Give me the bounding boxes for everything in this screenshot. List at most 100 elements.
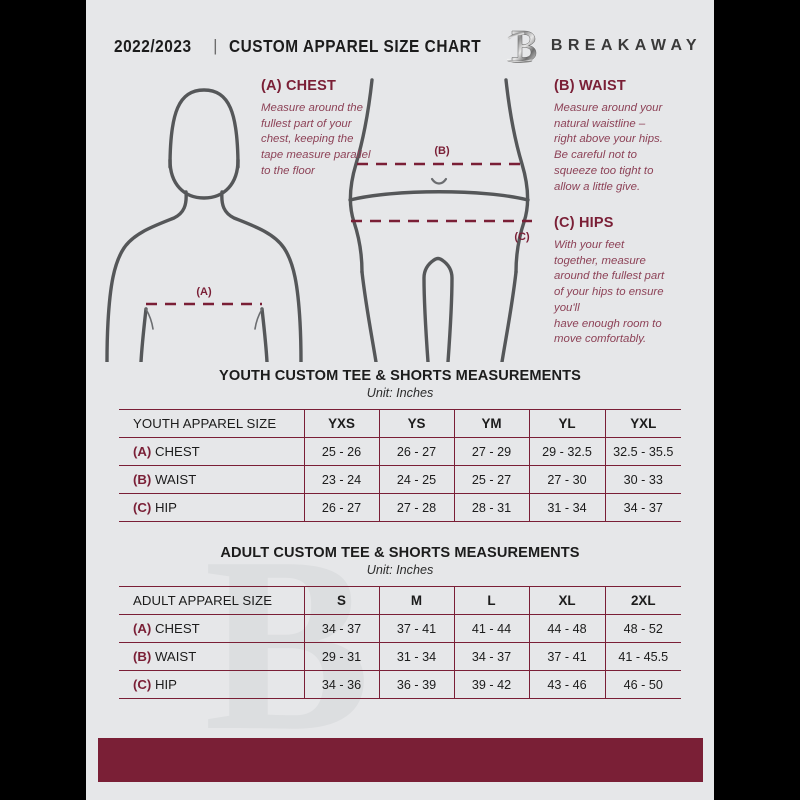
- table-row: (A) CHEST 25 - 26 26 - 27 27 - 29 29 - 32.5 3…: [119, 437, 681, 466]
- table-row: (A) CHEST 34 - 37 37 - 41 41 - 44 44 - 48 48 …: [119, 614, 681, 643]
- callout-hips-body: With your feet together, measure around …: [554, 239, 665, 346]
- measurement-illustration: (A): [86, 72, 714, 362]
- letterbox-right: [714, 0, 800, 800]
- measurement-tag: (B): [133, 649, 152, 664]
- header-title-block: 2022/2023 | CUSTOM APPAREL SIZE CHART: [114, 36, 515, 57]
- adult-table-title: ADULT CUSTOM TEE & SHORTS MEASUREMENTS: [220, 545, 580, 561]
- youth-section: YOUTH CUSTOM TEE & SHORTS MEASUREMENTS U…: [119, 368, 681, 522]
- adult-row-label-chest: (A) CHEST: [119, 614, 305, 643]
- adult-column-header-2xl: 2XL: [605, 586, 681, 615]
- measurement-tag: (C): [133, 677, 152, 692]
- table-cell: 46 - 50: [605, 670, 681, 699]
- youth-header-row: YOUTH APPAREL SIZE YXS YS YM YL YXL: [119, 409, 681, 438]
- adult-column-header-l: L: [454, 586, 530, 615]
- table-cell: 27 - 28: [379, 493, 455, 522]
- table-cell: 48 - 52: [605, 614, 681, 643]
- youth-column-header-yxs: YXS: [304, 409, 380, 438]
- table-row: (C) HIP 26 - 27 27 - 28 28 - 31 31 - 34 34 - …: [119, 493, 681, 522]
- youth-row-label-hip: (C) HIP: [119, 493, 305, 522]
- table-cell: 36 - 39: [379, 670, 455, 699]
- page-title: CUSTOM APPAREL SIZE CHART: [228, 35, 481, 56]
- measurement-tag: (C): [133, 500, 152, 515]
- page-header: 2022/2023 | CUSTOM APPAREL SIZE CHART: [86, 28, 714, 64]
- chart-sheet: B 2022/2023 | CUSTOM APPAREL SIZE CHART: [86, 0, 714, 800]
- table-cell: 39 - 42: [454, 670, 530, 699]
- adult-table-body: ADULT APPAREL SIZE S M L XL 2XL (A) CHEST 34 - …: [119, 586, 681, 699]
- table-cell: 26 - 27: [379, 437, 455, 466]
- youth-column-header-ym: YM: [454, 409, 530, 438]
- adult-section: ADULT CUSTOM TEE & SHORTS MEASUREMENTS U…: [119, 545, 681, 699]
- table-row: (B) WAIST 29 - 31 31 - 34 34 - 37 37 - 41 41 …: [119, 642, 681, 671]
- table-cell: 24 - 25: [379, 465, 455, 494]
- table-cell: 37 - 41: [529, 642, 606, 671]
- adult-header-row: ADULT APPAREL SIZE S M L XL 2XL: [119, 586, 681, 615]
- table-cell: 23 - 24: [304, 465, 380, 494]
- lower-body-silhouette: [348, 78, 530, 362]
- callout-chest: (A) CHEST Measure around the fullest par…: [261, 78, 411, 180]
- callout-chest-body: Measure around the fullest part of your …: [261, 102, 371, 177]
- adult-column-header-m: M: [379, 586, 455, 615]
- table-cell: 25 - 26: [304, 437, 380, 466]
- measurement-tag: (A): [133, 444, 152, 459]
- hips-marker-label: (C): [514, 231, 530, 243]
- armpit-crease: [145, 308, 263, 330]
- adult-size-table: ADULT APPAREL SIZE S M L XL 2XL (A) CHEST 34 - …: [119, 586, 681, 699]
- title-separator: |: [213, 36, 218, 55]
- table-cell: 25 - 27: [454, 465, 530, 494]
- adult-first-column-header: ADULT APPAREL SIZE: [119, 586, 305, 615]
- season-label: 2022/2023: [114, 35, 192, 56]
- navel-icon: [430, 177, 448, 185]
- table-cell: 34 - 36: [304, 670, 380, 699]
- table-row: (C) HIP 34 - 36 36 - 39 39 - 42 43 - 46 46 - …: [119, 670, 681, 699]
- breakaway-b-logo-icon: [506, 30, 537, 63]
- brand-block: BREAKAWAY: [506, 29, 702, 63]
- waist-marker-label: (B): [434, 145, 450, 157]
- table-cell: 31 - 34: [379, 642, 455, 671]
- table-cell: 32.5 - 35.5: [605, 437, 681, 466]
- adult-table-unit: Unit: Inches: [366, 563, 434, 577]
- youth-column-header-yl: YL: [529, 409, 606, 438]
- table-cell: 31 - 34: [529, 493, 606, 522]
- youth-table-body: YOUTH APPAREL SIZE YXS YS YM YL YXL (A) CHEST 2…: [119, 409, 681, 522]
- callout-waist-heading: (B) WAIST: [554, 78, 626, 94]
- table-cell: 34 - 37: [454, 642, 530, 671]
- callout-waist: (B) WAIST Measure around your natural wa…: [554, 78, 706, 195]
- table-row: (B) WAIST 23 - 24 24 - 25 25 - 27 27 - 30 30 …: [119, 465, 681, 494]
- table-cell: 29 - 32.5: [529, 437, 606, 466]
- table-cell: 37 - 41: [379, 614, 455, 643]
- callout-waist-body: Measure around your natural waistline – …: [554, 102, 663, 193]
- chest-marker-label: (A): [196, 286, 212, 298]
- youth-row-label-chest: (A) CHEST: [119, 437, 305, 466]
- adult-column-header-xl: XL: [529, 586, 606, 615]
- youth-table-title: YOUTH CUSTOM TEE & SHORTS MEASUREMENTS: [219, 368, 581, 384]
- brand-name: BREAKAWAY: [550, 37, 702, 54]
- table-cell: 28 - 31: [454, 493, 530, 522]
- callout-hips-heading: (C) HIPS: [554, 215, 614, 231]
- table-cell: 43 - 46: [529, 670, 606, 699]
- table-cell: 41 - 45.5: [605, 642, 681, 671]
- youth-size-table: YOUTH APPAREL SIZE YXS YS YM YL YXL (A) CHEST 2…: [119, 409, 681, 522]
- callout-chest-heading: (A) CHEST: [261, 78, 337, 94]
- youth-table-unit: Unit: Inches: [366, 386, 434, 400]
- adult-row-label-hip: (C) HIP: [119, 670, 305, 699]
- table-cell: 34 - 37: [304, 614, 380, 643]
- youth-first-column-header: YOUTH APPAREL SIZE: [119, 409, 305, 438]
- table-cell: 30 - 33: [605, 465, 681, 494]
- youth-column-header-ys: YS: [379, 409, 455, 438]
- footer-bar: [98, 738, 703, 782]
- front-torso-silhouette: [105, 88, 303, 362]
- table-cell: 34 - 37: [605, 493, 681, 522]
- adult-row-label-waist: (B) WAIST: [119, 642, 305, 671]
- measurement-tag: (A): [133, 621, 152, 636]
- callout-hips: (C) HIPS With your feet together, measur…: [554, 215, 706, 348]
- youth-row-label-waist: (B) WAIST: [119, 465, 305, 494]
- table-cell: 26 - 27: [304, 493, 380, 522]
- table-cell: 29 - 31: [304, 642, 380, 671]
- adult-column-header-s: S: [304, 586, 380, 615]
- table-cell: 44 - 48: [529, 614, 606, 643]
- body-diagram: (A): [105, 78, 532, 362]
- youth-column-header-yxl: YXL: [605, 409, 681, 438]
- letterbox-left: [0, 0, 86, 800]
- table-cell: 27 - 29: [454, 437, 530, 466]
